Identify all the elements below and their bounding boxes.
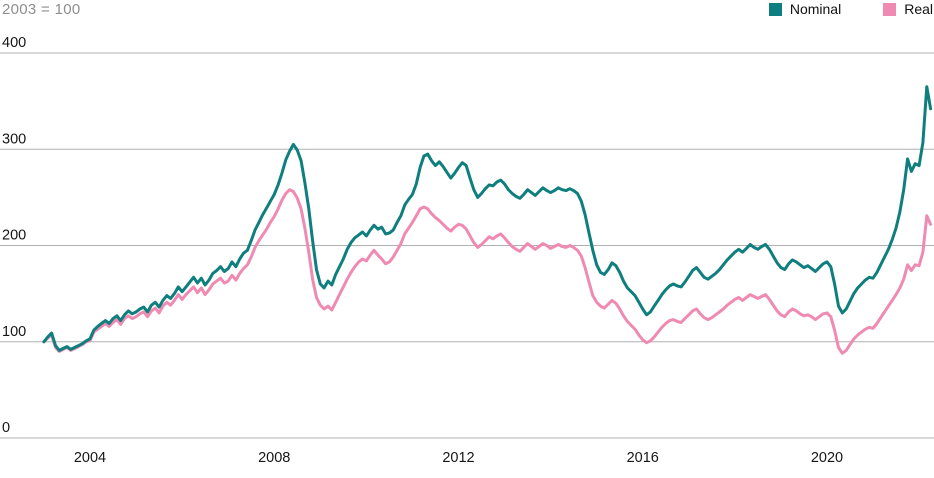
legend-item-nominal: Nominal bbox=[768, 1, 842, 17]
y-tick-label-200: 200 bbox=[2, 228, 26, 244]
x-tick-label-2016: 2016 bbox=[627, 450, 659, 466]
y-tick-label-400: 400 bbox=[2, 35, 26, 51]
y-tick-label-0: 0 bbox=[2, 420, 10, 436]
y-tick-label-100: 100 bbox=[2, 324, 26, 340]
x-tick-label-2004: 2004 bbox=[74, 450, 106, 466]
y-tick-label-300: 300 bbox=[2, 131, 26, 147]
legend-label-real: Real bbox=[904, 1, 933, 17]
x-tick-label-2012: 2012 bbox=[442, 450, 474, 466]
x-tick-label-2020: 2020 bbox=[811, 450, 843, 466]
real-swatch bbox=[883, 2, 897, 16]
nominal-swatch bbox=[768, 2, 782, 16]
real-line bbox=[42, 188, 933, 355]
legend: Nominal Real bbox=[768, 1, 933, 17]
index-note: 2003 = 100 bbox=[2, 1, 81, 18]
x-tick-label-2008: 2008 bbox=[258, 450, 290, 466]
legend-label-nominal: Nominal bbox=[789, 1, 842, 17]
legend-item-real: Real bbox=[883, 1, 933, 17]
nominal-line bbox=[42, 85, 933, 352]
